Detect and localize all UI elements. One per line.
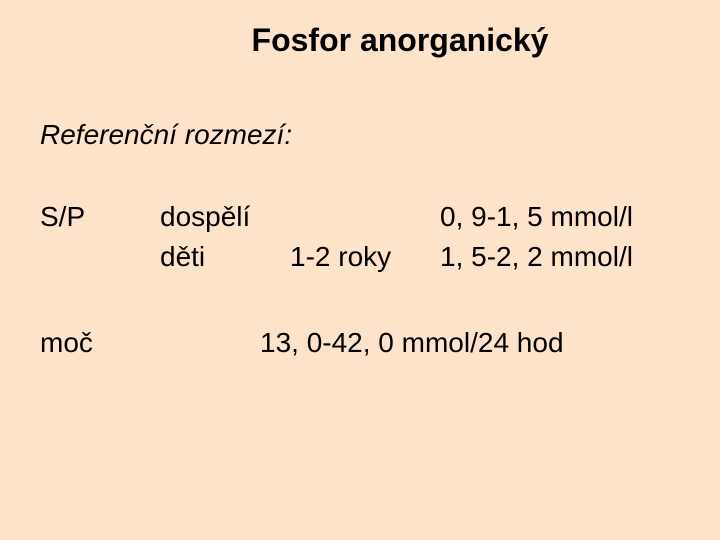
sp-kids-row: děti 1-2 roky 1, 5-2, 2 mmol/l (40, 241, 680, 273)
adults-value: 0, 9-1, 5 mmol/l (440, 201, 680, 233)
slide-title: Fosfor anorganický (40, 22, 680, 59)
sample-type-label: S/P (40, 201, 160, 233)
kids-age: 1-2 roky (290, 241, 440, 273)
urine-label: moč (40, 327, 160, 359)
urine-value: 13, 0-42, 0 mmol/24 hod (160, 327, 564, 359)
sp-adults-row: S/P dospělí 0, 9-1, 5 mmol/l (40, 201, 680, 233)
kids-label: děti (160, 241, 290, 273)
adults-age (290, 201, 440, 233)
slide: Fosfor anorganický Referenční rozmezí: S… (0, 0, 720, 540)
sample-type-label-blank (40, 241, 160, 273)
kids-value: 1, 5-2, 2 mmol/l (440, 241, 680, 273)
reference-range-heading: Referenční rozmezí: (40, 119, 680, 151)
urine-row: moč 13, 0-42, 0 mmol/24 hod (40, 327, 680, 359)
adults-label: dospělí (160, 201, 290, 233)
